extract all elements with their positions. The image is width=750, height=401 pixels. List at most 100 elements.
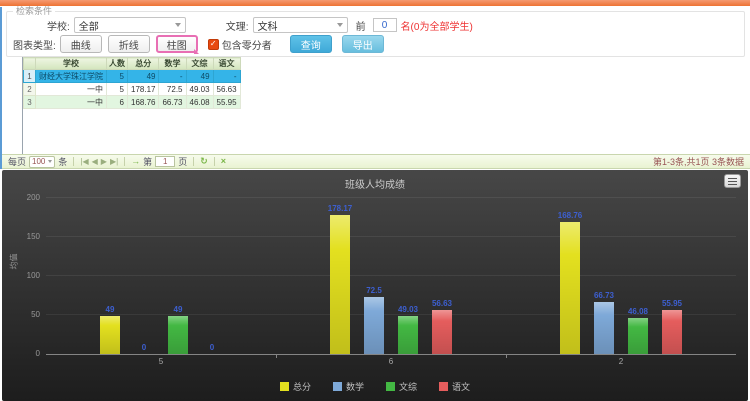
bar-series-0[interactable]	[330, 215, 350, 354]
chart-type-button-0[interactable]: 曲线	[59, 35, 102, 54]
track-select[interactable]: 文科	[252, 17, 348, 33]
legend-item-2[interactable]: 文综	[386, 380, 417, 393]
legend-label: 文综	[399, 382, 418, 392]
legend-item-1[interactable]: 数学	[332, 380, 364, 393]
bar-slot: 178.17	[328, 204, 352, 354]
bar-slot: 168.76	[558, 211, 582, 354]
separator	[73, 157, 75, 166]
plot-area: 0 50 100 150 200 49 0 49 0 5 178.17 72.5 49.03 56.63 6…	[27, 193, 736, 366]
bar-series-1[interactable]	[364, 297, 384, 354]
column-header-1[interactable]: 人数	[106, 57, 128, 70]
bar-value-label: 56.63	[431, 298, 453, 308]
bar-series-2[interactable]	[168, 315, 188, 354]
chevron-down-icon	[174, 23, 181, 27]
results-table: 学校 人数 总分 数学 文综 语文 1 财经大学珠江学院 5 49-49-2 一中 5 178.17 7…	[23, 57, 241, 109]
prev-page-icon[interactable]: ◀	[91, 156, 98, 166]
refresh-icon[interactable]: ↻	[200, 156, 208, 166]
table-cell[interactable]: 49	[185, 69, 214, 83]
gridline	[46, 314, 736, 315]
table-cell[interactable]: 6	[106, 95, 128, 109]
legend-swatch-icon	[386, 382, 395, 391]
bar-value-label: 178.17	[327, 204, 353, 214]
school-select-value: 全部	[78, 21, 99, 33]
row-number: 1	[23, 69, 36, 83]
top-n-hint: 名(0为全部学生)	[400, 21, 473, 33]
y-tick-label: 100	[26, 271, 40, 280]
bar-group: 49 0 49 0 5	[46, 198, 276, 366]
search-panel-legend: 检索条件	[16, 6, 53, 16]
table-cell[interactable]: 55.95	[212, 95, 241, 109]
legend-item-3[interactable]: 语文	[439, 380, 470, 393]
next-page-icon[interactable]: ▶	[100, 156, 107, 166]
export-button[interactable]: 导出	[341, 35, 384, 53]
y-tick-label: 0	[35, 349, 40, 358]
bar-series-3[interactable]	[432, 309, 452, 354]
legend-item-0[interactable]: 总分	[279, 380, 311, 393]
bar-value-label: 66.73	[593, 290, 615, 300]
table-cell[interactable]: 178.17	[126, 82, 160, 96]
bar-series-0[interactable]	[100, 315, 120, 354]
legend-label: 数学	[345, 382, 364, 392]
row-number-header	[23, 57, 36, 70]
top-n-input[interactable]	[372, 18, 397, 32]
chart-type-button-label: 折线	[118, 40, 139, 52]
bar-slot: 72.5	[364, 286, 384, 354]
table-cell[interactable]: 49	[126, 69, 160, 83]
top-accent-bar	[0, 0, 750, 6]
y-tick-label: 150	[26, 232, 40, 241]
bar-value-label: 168.76	[557, 211, 583, 221]
x-axis-label: 2	[618, 357, 624, 366]
bar-series-2[interactable]	[628, 318, 648, 354]
legend-swatch-icon	[332, 382, 342, 391]
go-page-icon[interactable]: →	[131, 156, 141, 166]
column-header-0[interactable]: 学校	[35, 57, 107, 70]
table-cell[interactable]: 168.76	[126, 95, 160, 109]
table-cell[interactable]: 5	[106, 82, 128, 96]
search-row-2: 图表类型: 曲线 折线 柱图 ✓ 包含零分者 查询 导出	[13, 34, 738, 54]
column-header-4[interactable]: 文综	[185, 57, 214, 70]
table-row: 1 财经大学珠江学院 5 49-49-	[23, 69, 241, 83]
page-input[interactable]	[155, 156, 176, 167]
table-cell[interactable]: 一中	[35, 95, 107, 109]
table-row: 3 一中 6 168.76 66.73 46.08 55.95	[23, 95, 241, 109]
table-cell[interactable]: 一中	[35, 82, 107, 96]
edit-marker-icon	[193, 48, 199, 54]
bar-value-label: 46.08	[627, 307, 649, 317]
query-button[interactable]: 查询	[289, 35, 332, 53]
chart-menu-icon[interactable]	[724, 174, 741, 188]
chart-title: 班级人均成绩	[345, 180, 405, 191]
bar-series-3[interactable]	[662, 310, 682, 354]
last-page-icon[interactable]: ▶|	[109, 156, 119, 166]
column-header-5[interactable]: 语文	[212, 57, 241, 70]
bar-series-2[interactable]	[398, 315, 418, 354]
table-cell[interactable]: 5	[106, 69, 128, 83]
per-page-select[interactable]: 100	[29, 155, 56, 168]
column-header-2[interactable]: 总分	[126, 57, 160, 70]
maximize-icon[interactable]: ×	[220, 156, 227, 166]
table-cell[interactable]: 72.5	[158, 82, 187, 96]
bar-series-1[interactable]	[594, 301, 614, 354]
legend-swatch-icon	[439, 382, 449, 391]
school-label: 学校:	[47, 21, 70, 33]
table-cell[interactable]: -	[212, 69, 241, 83]
chart-type-button-2[interactable]: 柱图	[155, 34, 199, 54]
bar-value-label: 0	[209, 343, 215, 352]
first-page-icon[interactable]: |◀	[80, 156, 89, 166]
y-tick-label: 50	[31, 310, 40, 319]
table-cell[interactable]: 66.73	[158, 95, 187, 109]
bar-group: 178.17 72.5 49.03 56.63 6	[276, 198, 506, 366]
chart-type-button-1[interactable]: 折线	[107, 35, 150, 54]
bar-series-0[interactable]	[560, 222, 580, 354]
table-cell[interactable]: 46.08	[185, 95, 214, 109]
table-cell[interactable]: -	[158, 69, 187, 83]
page-label-prefix: 第	[143, 157, 153, 167]
table-cell[interactable]: 49.03	[185, 82, 214, 96]
include-zero-checkbox[interactable]: ✓	[207, 38, 219, 50]
x-axis-label: 5	[158, 357, 164, 366]
table-cell[interactable]: 财经大学珠江学院	[35, 69, 107, 83]
bar-groups: 49 0 49 0 5 178.17 72.5 49.03 56.63 6 168.76 66.73 4…	[46, 198, 736, 366]
school-select[interactable]: 全部	[73, 17, 186, 33]
track-label: 文理:	[225, 21, 249, 33]
table-cell[interactable]: 56.63	[212, 82, 241, 96]
column-header-3[interactable]: 数学	[158, 57, 187, 70]
